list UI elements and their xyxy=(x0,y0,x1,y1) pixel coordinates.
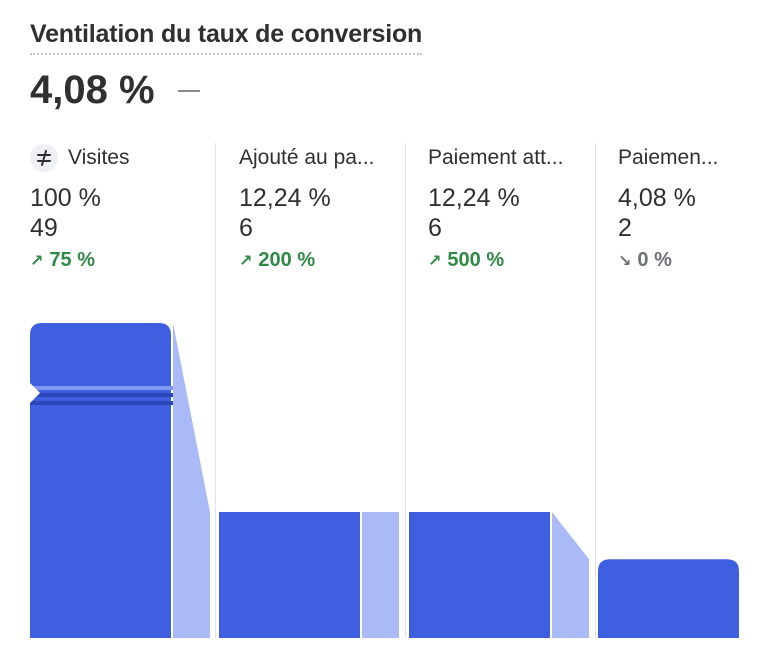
chart-title: Ventilation du taux de conversion xyxy=(30,20,422,55)
funnel-bar xyxy=(409,512,550,638)
bar-marker-line xyxy=(30,393,173,397)
column-count: 49 xyxy=(30,214,58,242)
column-change-value: 75 % xyxy=(49,249,95,271)
column-label: Visites xyxy=(68,146,130,169)
funnel-column-added-to-cart[interactable]: Ajouté au pa... 12,24 % 6 ↗ 200 % xyxy=(239,143,419,272)
column-change: ↗ 75 % xyxy=(30,249,210,272)
column-rate: 12,24 % xyxy=(239,184,331,212)
column-label: Paiemen... xyxy=(618,146,719,169)
column-divider xyxy=(215,143,216,638)
funnel-connector xyxy=(362,512,399,638)
column-divider xyxy=(595,143,596,638)
split-arrows-icon xyxy=(30,144,58,172)
bar-marker-line xyxy=(30,401,173,405)
column-count: 2 xyxy=(618,214,632,242)
funnel-connector xyxy=(173,323,210,638)
column-change: ↘ 0 % xyxy=(618,249,762,272)
column-label: Paiement att... xyxy=(428,146,564,169)
bar-marker-line xyxy=(30,386,173,390)
column-change-value: 500 % xyxy=(447,249,505,271)
column-count: 6 xyxy=(428,214,442,242)
column-label: Ajouté au pa... xyxy=(239,146,375,169)
funnel-column-payment[interactable]: Paiemen... 4,08 % 2 ↘ 0 % xyxy=(618,143,762,272)
column-change: ↗ 200 % xyxy=(239,249,419,272)
funnel-bar xyxy=(598,559,739,638)
funnel-bar xyxy=(30,323,171,638)
arrow-up-right-icon: ↗ xyxy=(30,252,44,270)
column-rate: 12,24 % xyxy=(428,184,520,212)
column-rate: 4,08 % xyxy=(618,184,696,212)
arrow-up-right-icon: ↗ xyxy=(239,252,253,270)
column-change-value: 0 % xyxy=(637,249,672,271)
summary-change-dash xyxy=(178,90,200,92)
column-change-value: 200 % xyxy=(258,249,316,271)
funnel-column-visits[interactable]: Visites 100 % 49 ↗ 75 % xyxy=(30,143,210,272)
funnel-bar xyxy=(219,512,360,638)
column-rate: 100 % xyxy=(30,184,101,212)
column-change: ↗ 500 % xyxy=(428,249,608,272)
funnel-connector xyxy=(552,512,589,638)
arrow-up-right-icon: ↗ xyxy=(428,252,442,270)
funnel-column-checkout-reached[interactable]: Paiement att... 12,24 % 6 ↗ 500 % xyxy=(428,143,608,272)
summary-value: 4,08 % xyxy=(30,68,155,112)
arrow-down-right-icon: ↘ xyxy=(618,252,632,270)
bar-marker-notch xyxy=(30,383,40,403)
column-divider xyxy=(405,143,406,638)
column-count: 6 xyxy=(239,214,253,242)
